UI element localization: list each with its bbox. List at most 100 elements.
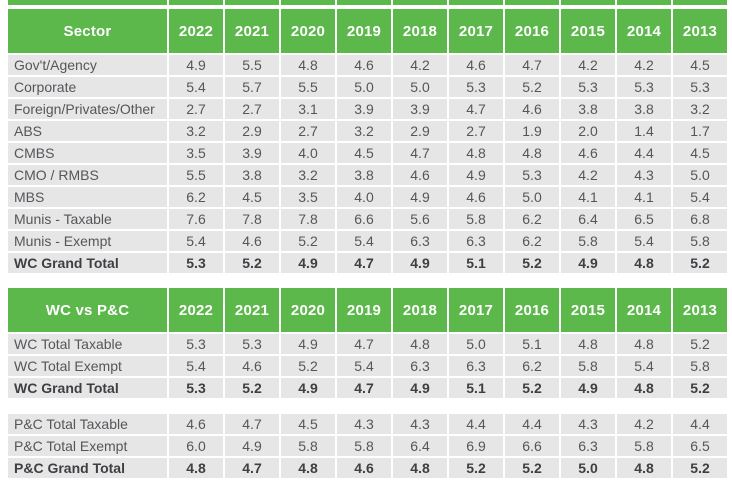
data-cell: 5.1 (449, 253, 503, 273)
data-cell: 2.9 (393, 121, 447, 141)
data-cell: 4.8 (561, 334, 615, 354)
data-cell: 2.7 (169, 99, 223, 119)
data-cell: 2.9 (225, 121, 279, 141)
data-cell: 6.8 (673, 209, 727, 229)
data-cell: 4.7 (505, 55, 559, 75)
strip-segment (673, 0, 727, 5)
column-header-2019: 2019 (337, 288, 391, 332)
data-cell: 3.2 (337, 121, 391, 141)
data-cell: 4.1 (617, 187, 671, 207)
data-cell: 6.3 (449, 356, 503, 376)
data-cell: 5.8 (617, 436, 671, 456)
data-cell: 5.1 (505, 334, 559, 354)
data-cell: 6.2 (505, 209, 559, 229)
data-cell: 3.9 (393, 99, 447, 119)
data-cell: 5.2 (505, 458, 559, 478)
strip-segment (8, 0, 167, 5)
data-cell: 4.9 (449, 165, 503, 185)
data-cell: 4.9 (169, 55, 223, 75)
data-cell: 7.6 (169, 209, 223, 229)
data-cell: 4.5 (225, 187, 279, 207)
data-cell: 6.3 (393, 356, 447, 376)
data-cell: 5.8 (673, 231, 727, 251)
data-cell: 3.5 (281, 187, 335, 207)
data-cell: 7.8 (281, 209, 335, 229)
data-cell: 5.0 (561, 458, 615, 478)
column-header-2014: 2014 (617, 9, 671, 53)
data-cell: 1.7 (673, 121, 727, 141)
column-header-2022: 2022 (169, 9, 223, 53)
column-header-2017: 2017 (449, 288, 503, 332)
column-header-2017: 2017 (449, 9, 503, 53)
data-cell: 5.6 (393, 209, 447, 229)
column-header-2013: 2013 (673, 9, 727, 53)
data-cell: 3.9 (225, 143, 279, 163)
data-cell: 4.6 (449, 55, 503, 75)
data-cell: 7.8 (225, 209, 279, 229)
data-cell: 6.4 (393, 436, 447, 456)
data-cell: 6.9 (449, 436, 503, 456)
row-label: P&C Total Taxable (8, 414, 167, 434)
data-cell: 4.6 (393, 165, 447, 185)
data-cell: 5.8 (449, 209, 503, 229)
column-header-2021: 2021 (225, 9, 279, 53)
data-cell: 5.8 (561, 356, 615, 376)
data-cell: 5.4 (337, 231, 391, 251)
data-cell: 4.7 (337, 334, 391, 354)
data-cell: 6.2 (505, 356, 559, 376)
column-header-2019: 2019 (337, 9, 391, 53)
spacer-row (8, 400, 727, 412)
data-cell: 4.8 (281, 55, 335, 75)
data-cell: 5.3 (673, 77, 727, 97)
data-cell: 5.3 (169, 253, 223, 273)
data-cell: 4.6 (225, 356, 279, 376)
data-cell: 4.9 (561, 253, 615, 273)
wc-vs-pc-table: WC vs P&C 2022 2021 2020 2019 2018 2017 2016 201… (8, 288, 727, 478)
strip-segment (617, 0, 671, 5)
data-cell: 2.7 (281, 121, 335, 141)
data-cell: 5.4 (169, 356, 223, 376)
sector-table: Sector 2022 2021 2020 2019 2018 2017 2016 2015 20… (8, 9, 727, 273)
data-cell: 4.9 (393, 378, 447, 398)
data-cell: 4.6 (337, 55, 391, 75)
column-header-2013: 2013 (673, 288, 727, 332)
data-cell: 4.3 (617, 165, 671, 185)
data-cell: 6.5 (617, 209, 671, 229)
row-label: WC Grand Total (8, 253, 167, 273)
data-cell: 4.4 (617, 143, 671, 163)
data-cell: 4.9 (281, 378, 335, 398)
data-cell: 5.2 (281, 356, 335, 376)
data-cell: 3.8 (225, 165, 279, 185)
column-header-2020: 2020 (281, 9, 335, 53)
data-cell: 5.4 (169, 231, 223, 251)
data-cell: 4.2 (617, 55, 671, 75)
data-cell: 5.3 (225, 334, 279, 354)
column-header-2014: 2014 (617, 288, 671, 332)
data-cell: 2.0 (561, 121, 615, 141)
cropped-header-strip (8, 0, 727, 5)
data-cell: 4.7 (225, 414, 279, 434)
data-cell: 4.8 (505, 143, 559, 163)
data-cell: 4.9 (225, 436, 279, 456)
data-cell: 4.2 (561, 55, 615, 75)
column-header-2016: 2016 (505, 288, 559, 332)
data-cell: 4.3 (337, 414, 391, 434)
row-label: CMO / RMBS (8, 165, 167, 185)
data-cell: 3.2 (169, 121, 223, 141)
data-cell: 3.8 (337, 165, 391, 185)
data-cell: 5.2 (225, 378, 279, 398)
data-cell: 4.0 (337, 187, 391, 207)
data-cell: 6.4 (561, 209, 615, 229)
data-cell: 2.7 (449, 121, 503, 141)
data-cell: 5.2 (673, 253, 727, 273)
data-cell: 5.0 (505, 187, 559, 207)
data-cell: 4.8 (449, 143, 503, 163)
row-label: P&C Total Exempt (8, 436, 167, 456)
strip-segment (505, 0, 559, 5)
data-cell: 5.5 (169, 165, 223, 185)
row-label: Foreign/Privates/Other (8, 99, 167, 119)
data-cell: 6.5 (673, 436, 727, 456)
data-cell: 5.2 (505, 253, 559, 273)
row-label: P&C Grand Total (8, 458, 167, 478)
column-header-2020: 2020 (281, 288, 335, 332)
